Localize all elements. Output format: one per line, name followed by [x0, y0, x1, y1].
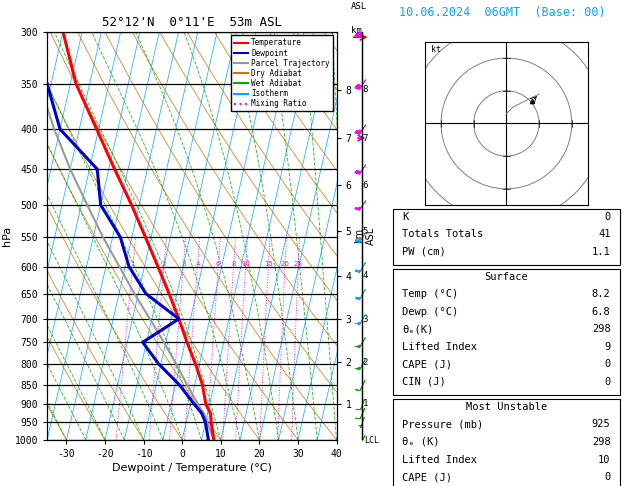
Bar: [393, 399, 620, 486]
Text: Most Unstable: Most Unstable: [465, 402, 547, 412]
Text: 6: 6: [216, 260, 221, 267]
Text: 2: 2: [162, 260, 166, 267]
Bar: [393, 209, 620, 265]
Text: 3: 3: [363, 315, 368, 324]
Text: K: K: [402, 211, 408, 222]
Text: 8.2: 8.2: [592, 289, 611, 299]
Text: PW (cm): PW (cm): [402, 247, 446, 257]
Text: 10: 10: [598, 454, 611, 465]
Text: 1: 1: [130, 260, 135, 267]
Text: 1: 1: [363, 399, 368, 408]
Text: LCL: LCL: [364, 436, 379, 446]
Text: 0: 0: [604, 211, 611, 222]
Text: θₑ (K): θₑ (K): [402, 437, 440, 447]
Text: Totals Totals: Totals Totals: [402, 229, 484, 239]
Text: 298: 298: [592, 437, 611, 447]
Y-axis label: hPa: hPa: [2, 226, 12, 246]
Text: 2: 2: [363, 358, 368, 366]
Text: CIN (J): CIN (J): [402, 377, 446, 387]
Text: 10.06.2024  06GMT  (Base: 00): 10.06.2024 06GMT (Base: 00): [399, 6, 606, 19]
Text: 10: 10: [241, 260, 250, 267]
Bar: [393, 269, 620, 395]
Text: 298: 298: [592, 324, 611, 334]
Text: 4: 4: [363, 271, 368, 280]
Text: 4: 4: [195, 260, 199, 267]
Text: Lifted Index: Lifted Index: [402, 454, 477, 465]
Text: 25: 25: [294, 260, 303, 267]
Text: Pressure (mb): Pressure (mb): [402, 419, 484, 430]
Text: CAPE (J): CAPE (J): [402, 360, 452, 369]
Text: 925: 925: [592, 419, 611, 430]
Text: 6.8: 6.8: [592, 307, 611, 317]
X-axis label: Dewpoint / Temperature (°C): Dewpoint / Temperature (°C): [112, 463, 272, 473]
Text: 8: 8: [231, 260, 236, 267]
Text: CAPE (J): CAPE (J): [402, 472, 452, 482]
Text: Dewp (°C): Dewp (°C): [402, 307, 459, 317]
Text: 15: 15: [264, 260, 273, 267]
Text: km: km: [351, 26, 362, 35]
Text: Lifted Index: Lifted Index: [402, 342, 477, 352]
Text: 5: 5: [363, 226, 368, 236]
Y-axis label: km
ASL: km ASL: [354, 226, 376, 245]
Legend: Temperature, Dewpoint, Parcel Trajectory, Dry Adiabat, Wet Adiabat, Isotherm, Mi: Temperature, Dewpoint, Parcel Trajectory…: [231, 35, 333, 111]
Text: 0: 0: [604, 377, 611, 387]
Text: 6: 6: [363, 181, 368, 190]
Text: 41: 41: [598, 229, 611, 239]
Text: Surface: Surface: [484, 272, 528, 281]
Text: 8: 8: [363, 85, 368, 94]
Text: ASL: ASL: [351, 2, 367, 11]
Text: 7: 7: [363, 134, 368, 142]
Text: 0: 0: [604, 360, 611, 369]
Text: 1.1: 1.1: [592, 247, 611, 257]
Text: 9: 9: [604, 342, 611, 352]
Text: 0: 0: [604, 472, 611, 482]
Text: kt: kt: [431, 45, 441, 53]
Text: 20: 20: [281, 260, 289, 267]
Text: 3: 3: [181, 260, 186, 267]
Text: Temp (°C): Temp (°C): [402, 289, 459, 299]
Text: θₑ(K): θₑ(K): [402, 324, 433, 334]
Title: 52°12'N  0°11'E  53m ASL: 52°12'N 0°11'E 53m ASL: [102, 16, 282, 29]
